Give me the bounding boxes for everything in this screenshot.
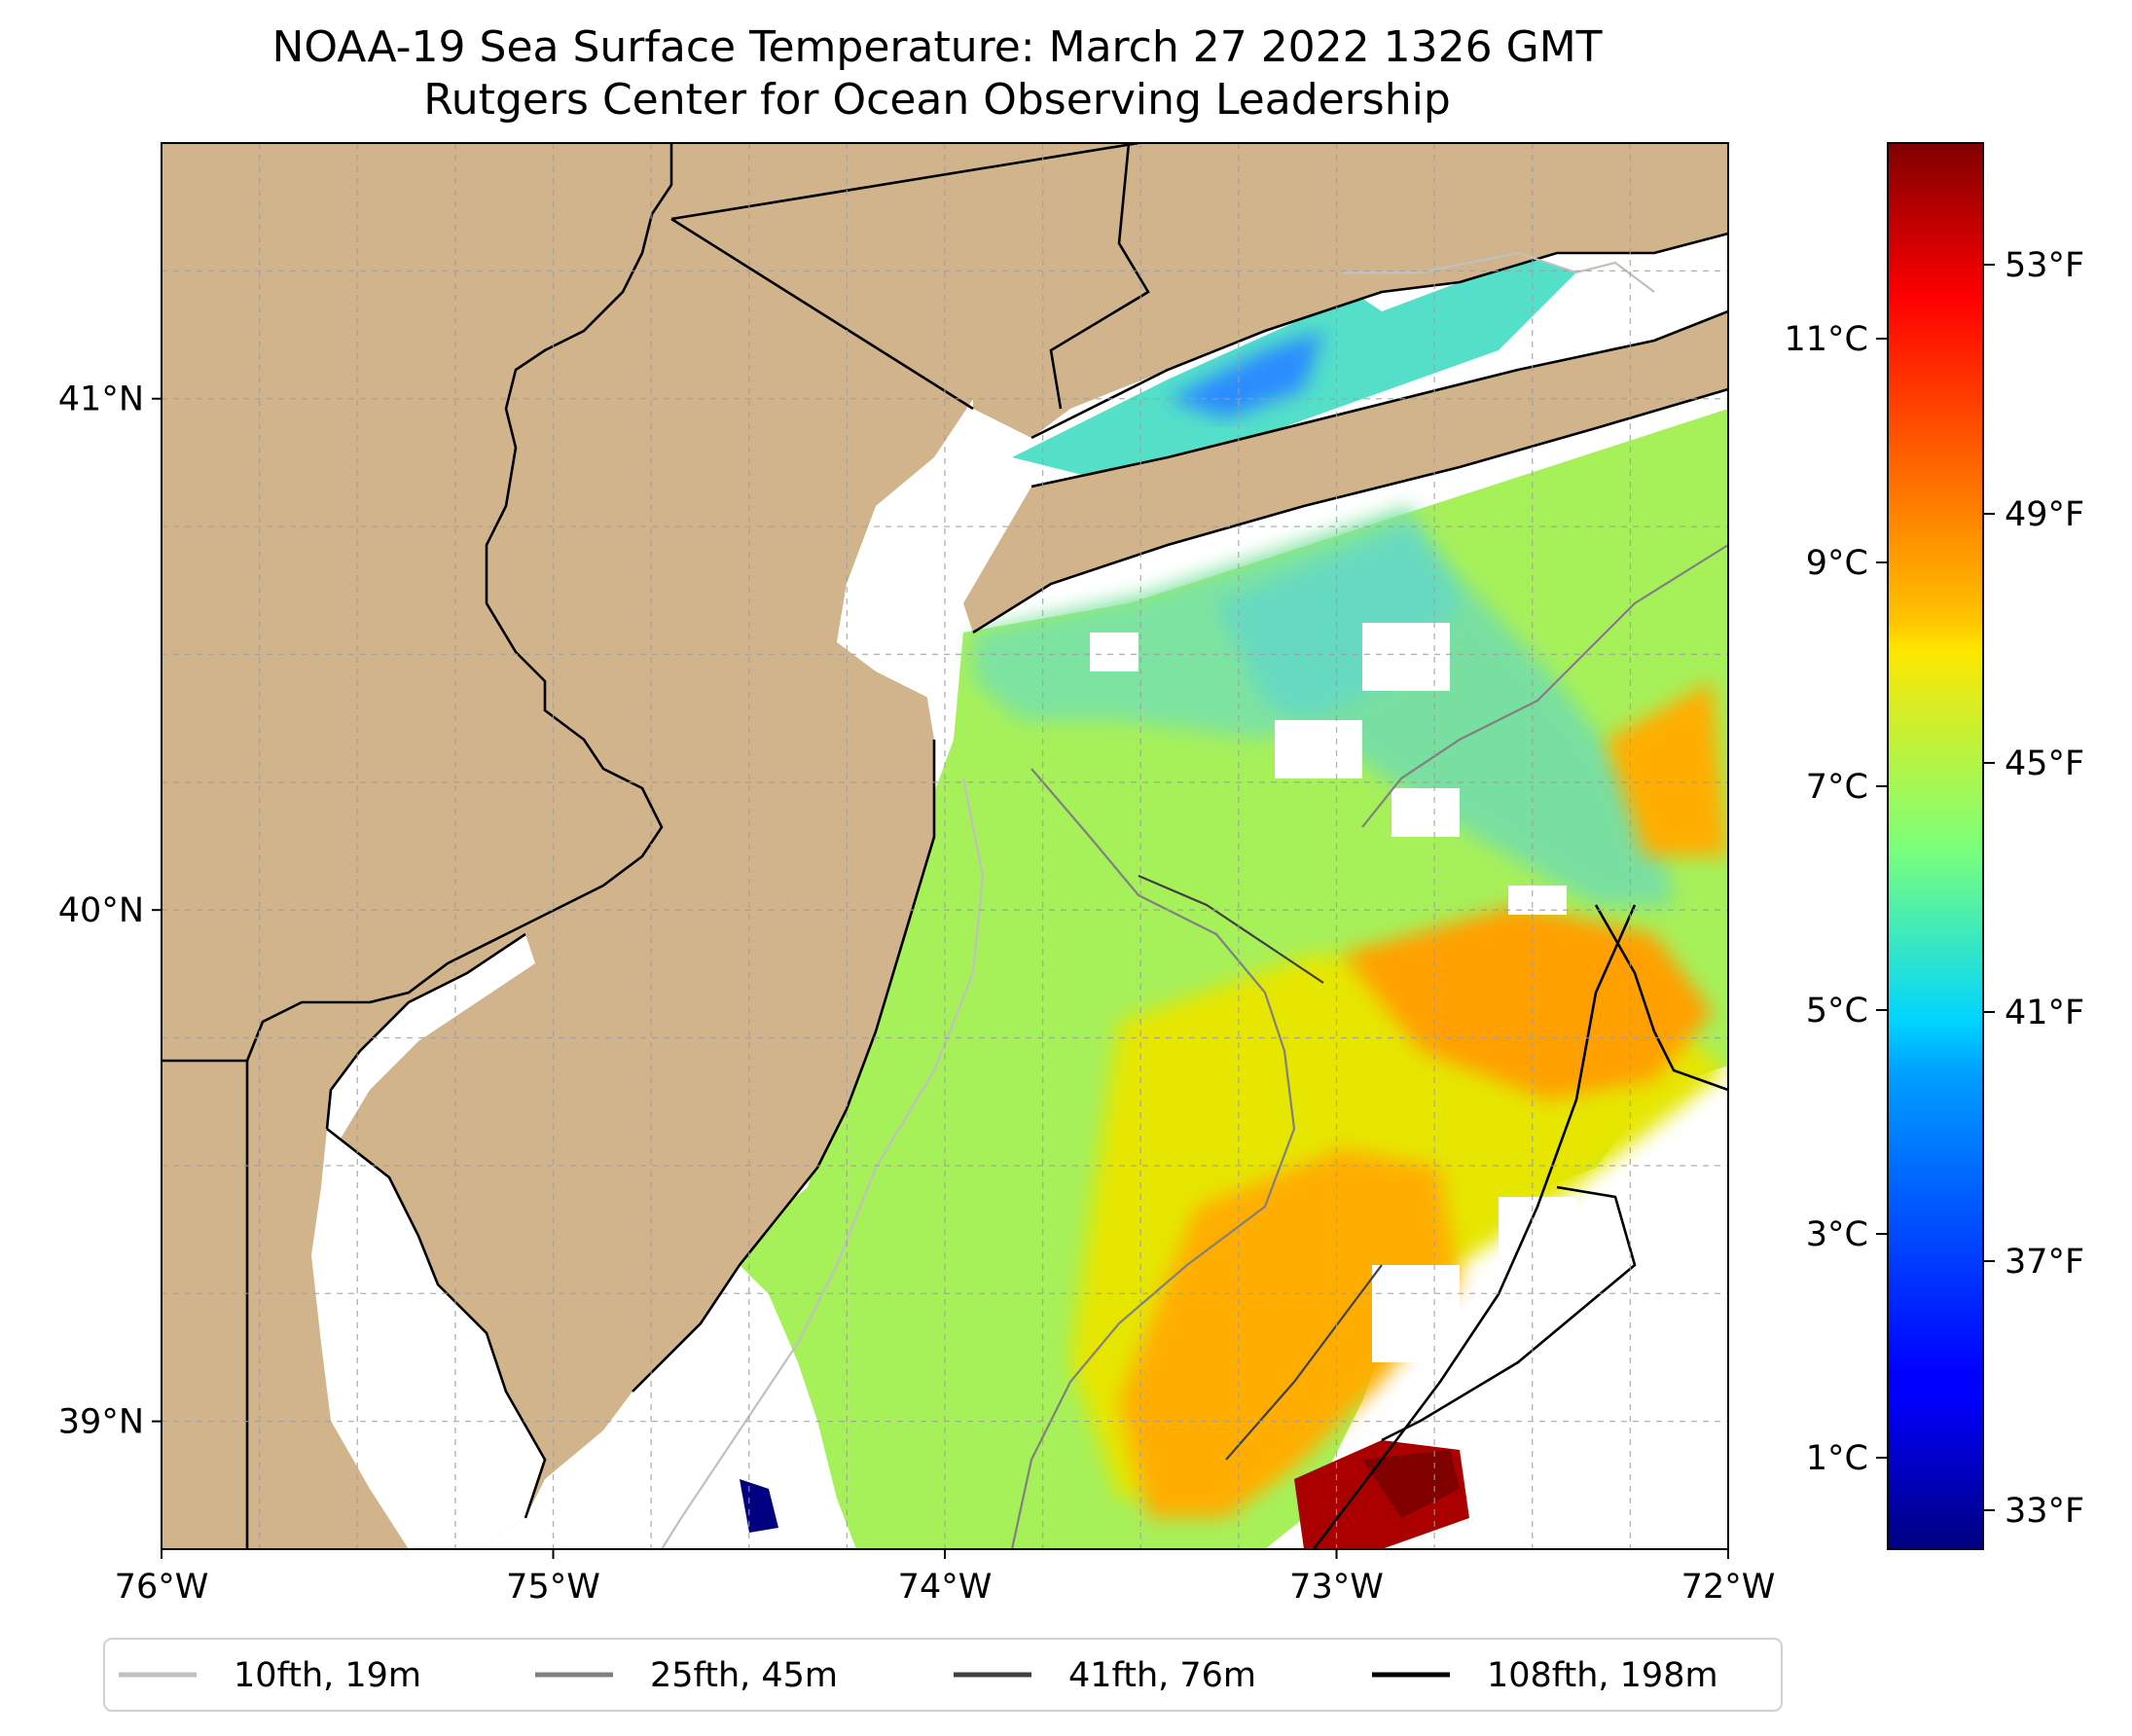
map-subtitle: Rutgers Center for Ocean Observing Leade… — [423, 75, 1451, 125]
map-title: NOAA-19 Sea Surface Temperature: March 2… — [271, 22, 1602, 72]
map-panel — [161, 142, 1729, 1550]
contour-legend: 10fth, 19m 25fth, 45m 41fth, 76m 108fth, 19… — [103, 1638, 1783, 1712]
lon-tick-label: 73°W — [1289, 1568, 1384, 1607]
celsius-tick-label: 5°C — [1806, 992, 1868, 1031]
legend-label: 25fth, 45m — [650, 1656, 838, 1695]
fahrenheit-tick-label: 45°F — [2005, 744, 2084, 783]
lat-tick-label: 40°N — [58, 891, 144, 930]
lat-tick-label: 41°N — [58, 380, 144, 419]
fahrenheit-tick-label: 33°F — [2005, 1492, 2084, 1531]
legend-label: 108fth, 198m — [1487, 1656, 1718, 1695]
fahrenheit-tick-label: 53°F — [2005, 246, 2084, 285]
celsius-tick-label: 7°C — [1806, 768, 1868, 807]
lat-tick-label: 39°N — [58, 1403, 144, 1442]
colorbar-celsius-ticks: 11°C 9°C 7°C 5°C 3°C 1°C — [1785, 320, 1888, 1478]
lon-tick-label: 72°W — [1681, 1568, 1776, 1607]
coastlines — [162, 143, 1728, 1549]
contour-10fth-sound — [1343, 251, 1655, 293]
latitude-axis: 41°N 40°N 39°N — [58, 380, 162, 1442]
legend-label: 41fth, 76m — [1068, 1656, 1256, 1695]
legend-label: 10fth, 19m — [234, 1656, 421, 1695]
contour-25fth — [1010, 768, 1296, 1549]
contour-25fth-east — [1361, 544, 1728, 828]
celsius-tick-label: 1°C — [1806, 1439, 1868, 1478]
colorbar-fahrenheit-ticks: 53°F 49°F 45°F 41°F 37°F 33°F — [1983, 246, 2084, 1531]
contour-10fth — [661, 778, 985, 1549]
contour-41fth — [1138, 874, 1324, 984]
bathymetry-contours — [661, 251, 1728, 1549]
fahrenheit-tick-label: 49°F — [2005, 495, 2084, 534]
gridlines — [162, 143, 1728, 1549]
land-mass — [162, 143, 1728, 1549]
celsius-tick-label: 11°C — [1785, 320, 1868, 359]
lon-tick-label: 74°W — [898, 1568, 993, 1607]
longitude-axis: 76°W 75°W 74°W 73°W 72°W — [115, 1549, 1776, 1607]
lon-tick-label: 75°W — [506, 1568, 600, 1607]
fahrenheit-tick-label: 41°F — [2005, 994, 2084, 1032]
celsius-tick-label: 3°C — [1806, 1215, 1868, 1254]
colorbar-gradient — [1887, 142, 1984, 1550]
fahrenheit-tick-label: 37°F — [2005, 1243, 2084, 1282]
lon-tick-label: 76°W — [115, 1568, 209, 1607]
contour-108fth — [1312, 904, 1637, 1549]
legend-box — [103, 1638, 1783, 1712]
colorbar: 11°C 9°C 7°C 5°C 3°C 1°C 53°F 49°F 45°F 41°F 37°F… — [1785, 142, 2084, 1550]
sst-field — [740, 243, 1728, 1549]
celsius-tick-label: 9°C — [1806, 544, 1868, 583]
